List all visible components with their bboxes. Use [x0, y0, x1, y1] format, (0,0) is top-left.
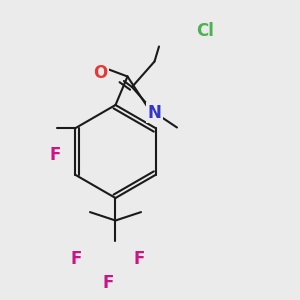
- Text: F: F: [71, 250, 82, 268]
- Text: O: O: [93, 64, 108, 82]
- Text: F: F: [50, 146, 61, 164]
- Text: N: N: [148, 103, 161, 122]
- Text: F: F: [102, 274, 114, 292]
- Text: F: F: [134, 250, 145, 268]
- Text: Cl: Cl: [196, 22, 214, 40]
